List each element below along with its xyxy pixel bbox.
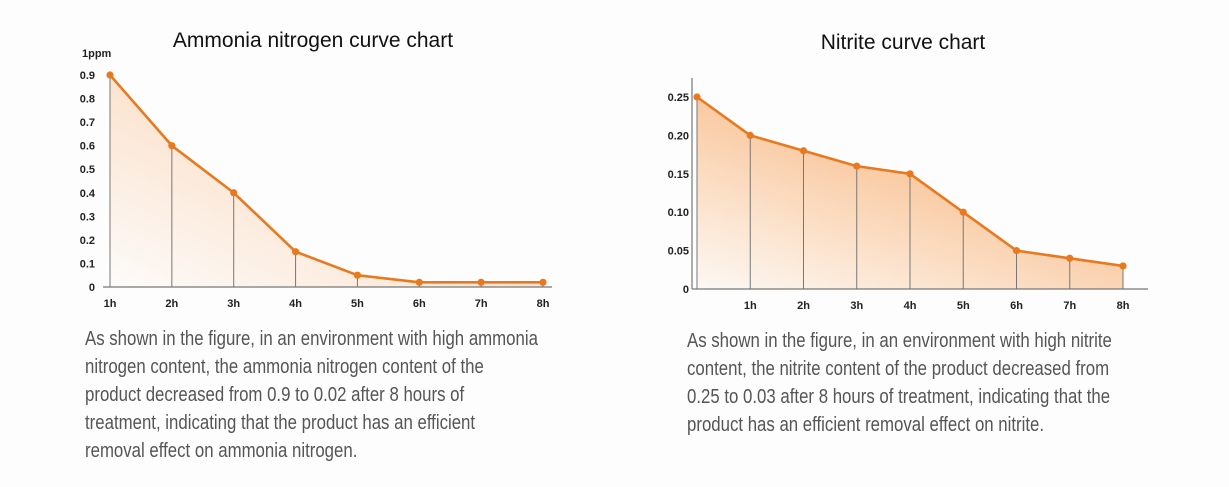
data-point (477, 278, 485, 286)
y-unit-label: 1ppm (82, 48, 112, 60)
x-tick-label: 7h (1063, 300, 1076, 312)
x-tick-label: 8h (537, 298, 550, 310)
nitrite-description: As shown in the figure, in an environmen… (687, 327, 1193, 439)
description-line: nitrogen content, the ammonia nitrogen c… (85, 356, 484, 378)
chart-title-ammonia: Ammonia nitrogen curve chart (173, 29, 453, 52)
data-point (746, 131, 754, 139)
data-point (1012, 247, 1021, 255)
ammonia-description: As shown in the figure, in an environmen… (85, 325, 624, 465)
data-point (539, 278, 547, 286)
y-tick-label: 0.5 (80, 164, 95, 176)
y-tick-label: 0.6 (80, 141, 95, 153)
x-tick-label: 2h (797, 300, 810, 312)
data-point (853, 162, 861, 170)
y-tick-label: 0 (683, 284, 689, 296)
x-tick-label: 3h (227, 298, 240, 310)
x-tick-label: 4h (289, 298, 302, 310)
data-point (799, 147, 808, 155)
data-point (168, 142, 176, 150)
data-point (959, 208, 967, 216)
data-point (1119, 262, 1127, 270)
y-tick-label: 0.15 (668, 169, 689, 181)
y-tick-label: 0.10 (668, 207, 689, 219)
y-tick-label: 0.3 (80, 211, 95, 223)
description-line: product decreased from 0.9 to 0.02 after… (85, 384, 465, 406)
data-point (906, 170, 914, 178)
x-tick-label: 1h (744, 300, 757, 312)
x-tick-label: 5h (957, 300, 970, 312)
data-point (353, 271, 362, 279)
y-tick-label: 0.8 (80, 94, 95, 106)
data-point (415, 278, 423, 286)
x-tick-label: 5h (351, 298, 364, 310)
description-line: content, the nitrite content of the prod… (687, 358, 1110, 380)
y-tick-label: 0.2 (80, 235, 95, 247)
data-point (693, 93, 701, 101)
x-tick-label: 6h (413, 298, 426, 310)
y-tick-label: 0.9 (80, 70, 95, 82)
description-line: treatment, indicating that the product h… (85, 412, 476, 434)
y-tick-label: 0.7 (80, 117, 95, 129)
series-line (109, 74, 543, 284)
description-line: As shown in the figure, in an environmen… (687, 330, 1112, 352)
y-tick-label: 0.1 (80, 258, 95, 270)
x-tick-label: 8h (1117, 300, 1130, 312)
chart-title-nitrite: Nitrite curve chart (821, 31, 986, 54)
data-point (230, 189, 238, 197)
y-tick-label: 0.4 (80, 188, 96, 200)
y-tick-label: 0.05 (668, 246, 689, 258)
x-tick-label: 3h (850, 300, 863, 312)
data-point (106, 71, 114, 79)
x-tick-label: 7h (475, 298, 488, 310)
x-tick-label: 6h (1010, 300, 1023, 312)
x-tick-label: 2h (165, 298, 178, 310)
y-tick-label: 0.25 (668, 92, 689, 104)
description-line: removal effect on ammonia nitrogen. (85, 440, 358, 462)
data-point (1066, 254, 1074, 262)
x-tick-label: 4h (904, 300, 917, 312)
description-line: As shown in the figure, in an environmen… (85, 328, 538, 350)
data-point (291, 248, 300, 256)
description-line: 0.25 to 0.03 after 8 hours of treatment,… (687, 386, 1111, 408)
x-tick-label: 1h (104, 298, 117, 310)
y-tick-label: 0 (89, 282, 95, 294)
y-tick-label: 0.20 (668, 130, 689, 142)
description-line: product has an efficient removal effect … (687, 414, 1045, 436)
area-fill (110, 75, 543, 287)
